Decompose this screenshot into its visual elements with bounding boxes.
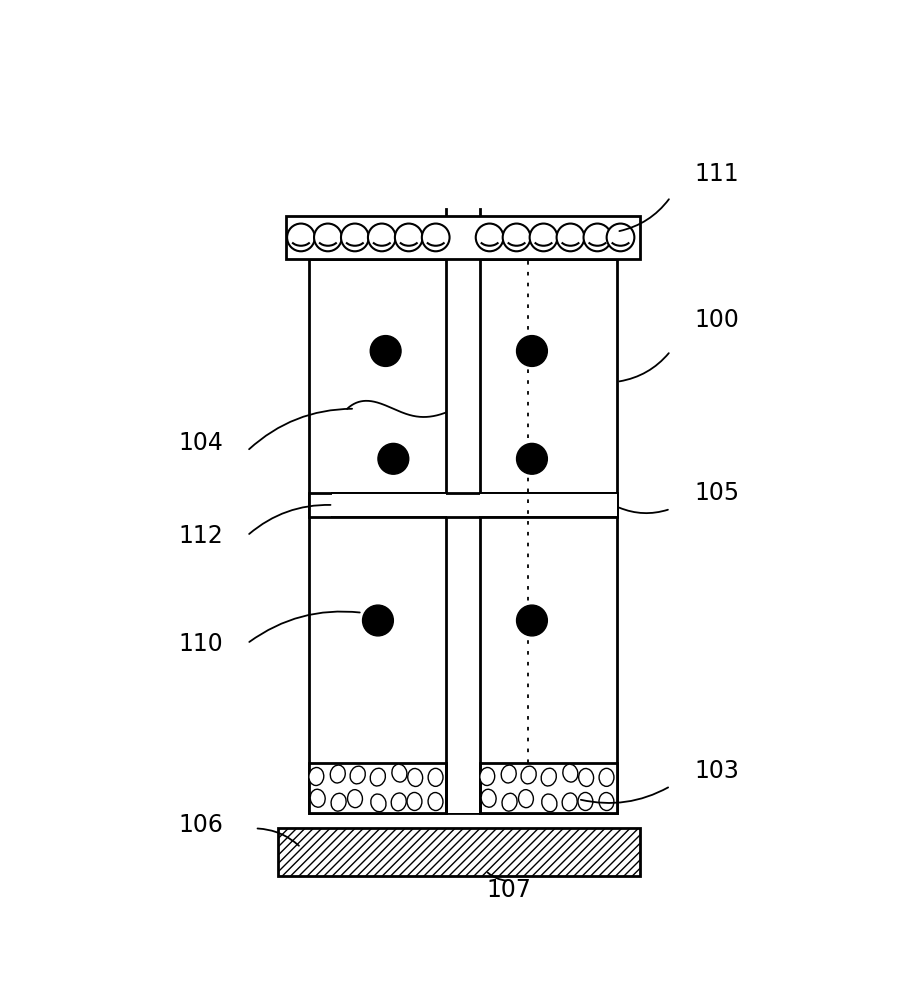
Ellipse shape	[480, 768, 495, 785]
Circle shape	[394, 224, 423, 251]
Bar	[479, 493, 617, 517]
Ellipse shape	[348, 790, 363, 808]
Ellipse shape	[428, 793, 443, 811]
Circle shape	[557, 224, 584, 251]
Ellipse shape	[350, 766, 365, 784]
Ellipse shape	[408, 768, 423, 786]
Bar	[309, 763, 445, 813]
Circle shape	[529, 224, 558, 251]
Ellipse shape	[331, 765, 345, 783]
Ellipse shape	[518, 790, 534, 808]
Text: 100: 100	[694, 308, 739, 332]
Circle shape	[517, 443, 548, 474]
Circle shape	[368, 224, 395, 251]
Circle shape	[363, 605, 394, 636]
Ellipse shape	[371, 794, 386, 812]
Ellipse shape	[370, 768, 385, 786]
Text: 104: 104	[179, 431, 223, 455]
Text: 106: 106	[179, 813, 223, 837]
Ellipse shape	[541, 768, 557, 786]
Ellipse shape	[521, 766, 537, 784]
Bar	[479, 763, 617, 813]
Text: 112: 112	[179, 524, 223, 548]
Circle shape	[476, 224, 504, 251]
Ellipse shape	[502, 793, 517, 811]
Bar	[309, 493, 617, 517]
Bar	[445, 209, 479, 813]
Bar	[278, 828, 640, 876]
Ellipse shape	[563, 764, 578, 782]
Circle shape	[517, 336, 548, 366]
Bar	[285, 216, 640, 259]
Ellipse shape	[392, 764, 407, 782]
Ellipse shape	[599, 768, 614, 786]
Bar	[309, 259, 617, 813]
Ellipse shape	[599, 793, 614, 811]
Circle shape	[314, 224, 342, 251]
Ellipse shape	[501, 765, 517, 783]
Circle shape	[341, 224, 369, 251]
Ellipse shape	[578, 768, 594, 786]
Text: 105: 105	[694, 481, 740, 505]
Circle shape	[287, 224, 315, 251]
Ellipse shape	[331, 793, 346, 811]
Ellipse shape	[562, 793, 578, 811]
Circle shape	[517, 605, 548, 636]
Ellipse shape	[407, 792, 422, 810]
Ellipse shape	[481, 789, 496, 807]
Circle shape	[607, 224, 634, 251]
Circle shape	[503, 224, 530, 251]
Ellipse shape	[391, 793, 406, 811]
Circle shape	[378, 443, 409, 474]
Circle shape	[370, 336, 401, 366]
Text: 107: 107	[486, 878, 531, 902]
Ellipse shape	[578, 792, 593, 810]
Circle shape	[584, 224, 611, 251]
Bar	[332, 493, 445, 517]
Ellipse shape	[311, 789, 325, 807]
Ellipse shape	[428, 768, 443, 786]
Text: 103: 103	[694, 759, 739, 783]
Text: 110: 110	[179, 632, 223, 656]
Circle shape	[422, 224, 449, 251]
Ellipse shape	[309, 768, 323, 785]
Ellipse shape	[542, 794, 557, 812]
Text: 111: 111	[694, 162, 739, 186]
